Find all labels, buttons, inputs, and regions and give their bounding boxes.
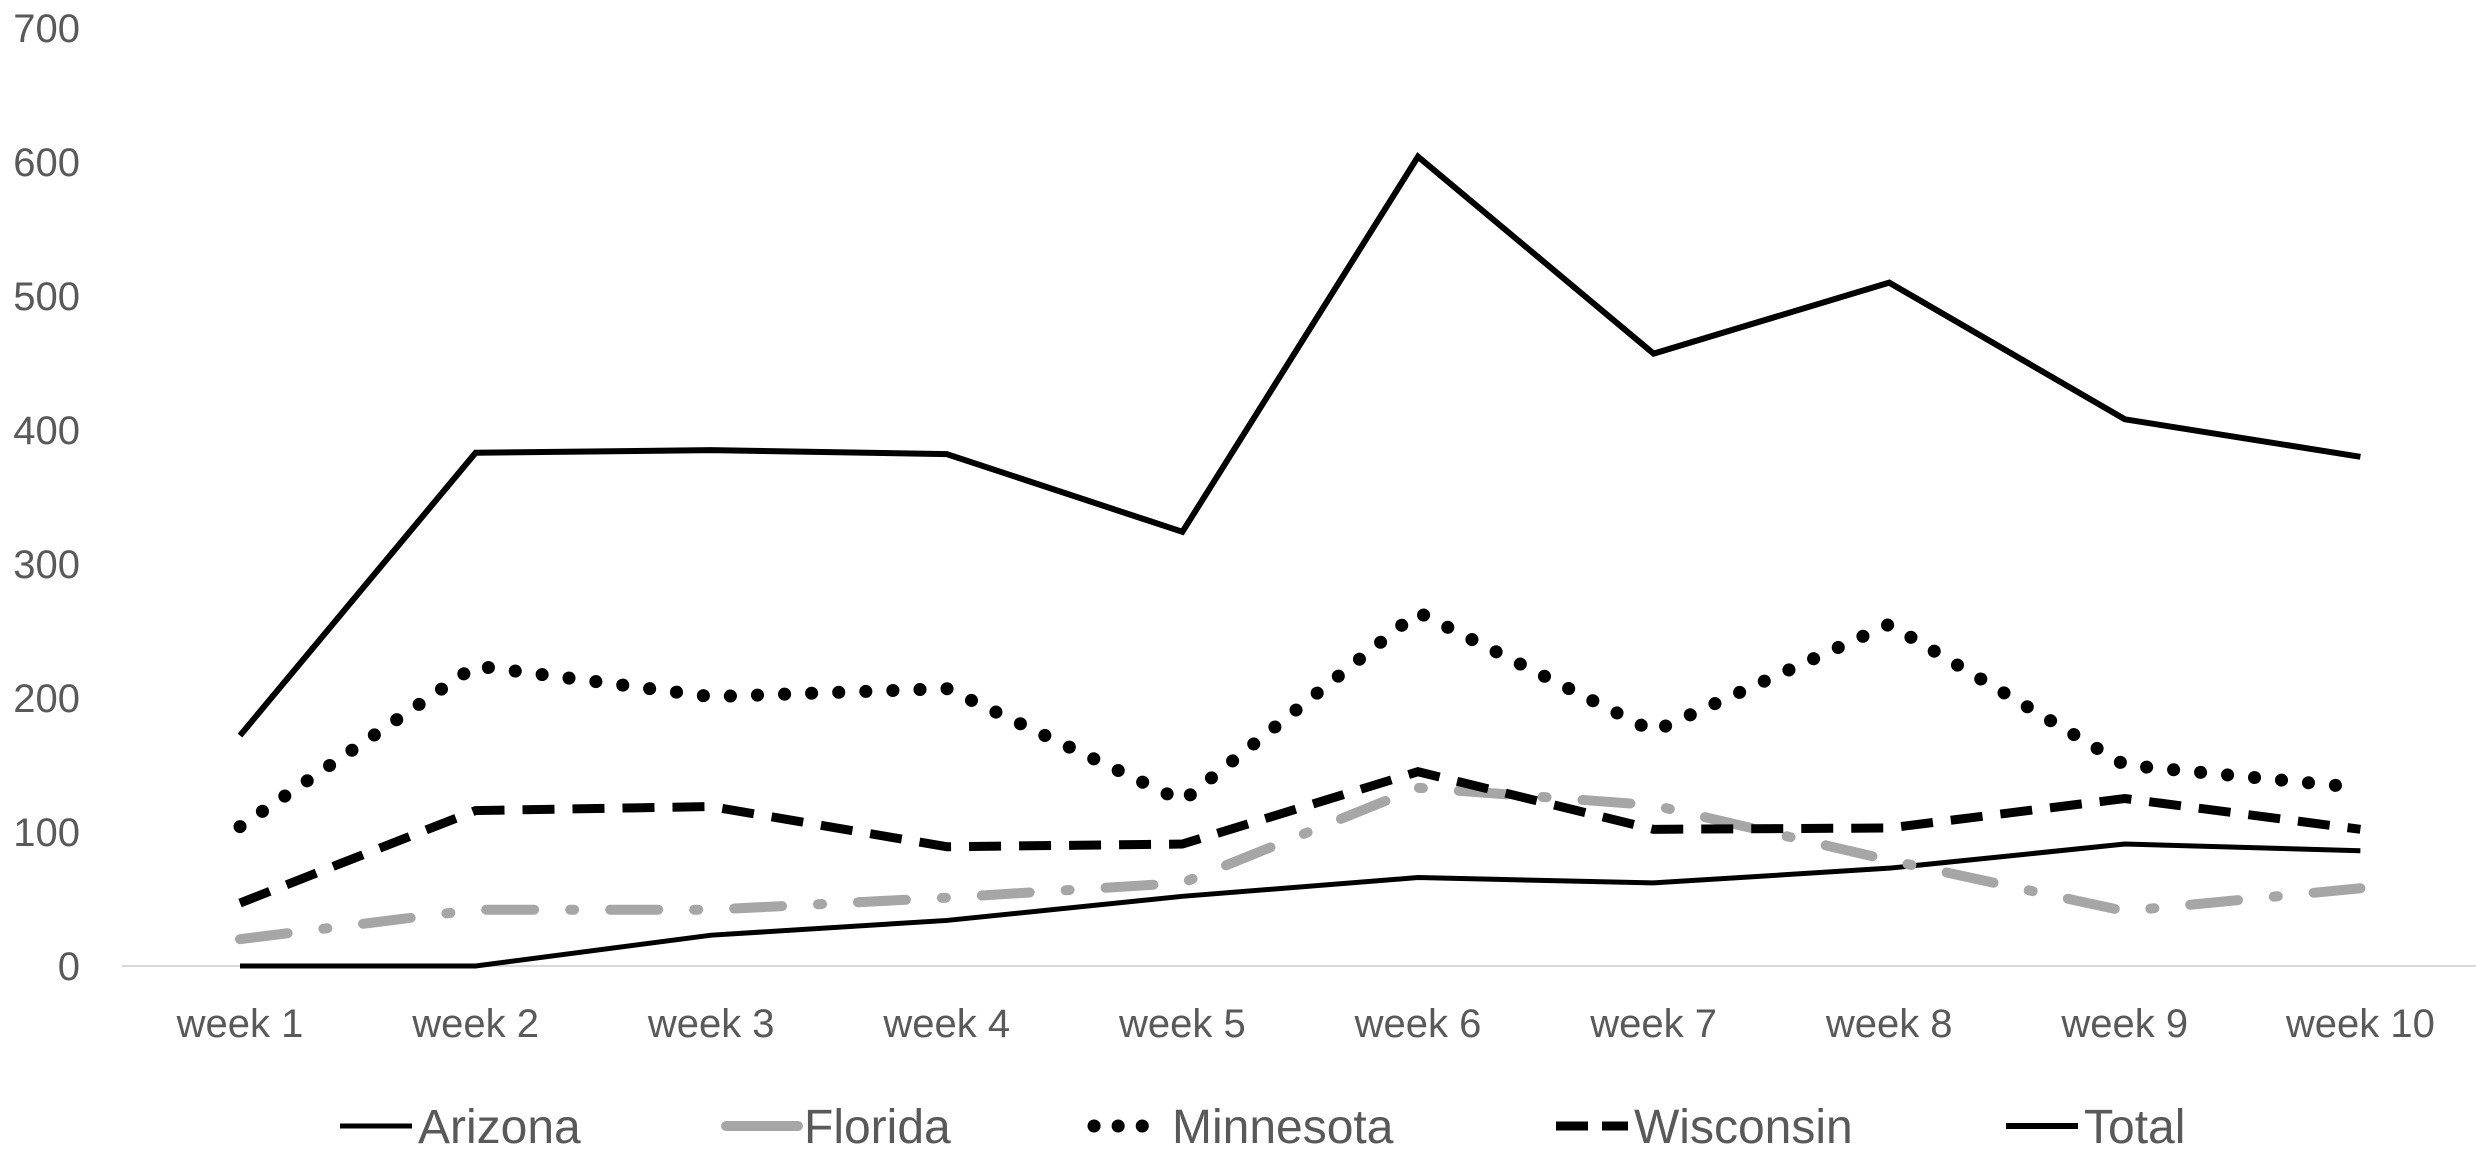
- x-tick-label: week 9: [2060, 1002, 2188, 1046]
- data-point: [1182, 801, 1183, 802]
- data-point: [2124, 911, 2125, 912]
- axis-layer: 0 100 200 300 400 500 600 700 week 1 week 2 week 3…: [13, 7, 2476, 1046]
- data-point: [1653, 805, 1654, 806]
- legend-item-wisconsin: Wisconsin: [1556, 1101, 1853, 1151]
- legend-label: Florida: [804, 1101, 951, 1151]
- legend-item-total: Total: [2006, 1101, 2185, 1151]
- data-point: [711, 696, 712, 697]
- series-line-wisconsin: [238, 767, 2361, 908]
- series-florida: [235, 782, 2366, 945]
- series-line-florida: [235, 782, 2366, 945]
- data-point: [1182, 882, 1183, 883]
- series-arizona: [240, 841, 2361, 969]
- data-point: [2360, 787, 2361, 788]
- y-tick-label: 700: [13, 7, 80, 51]
- series-layer: [233, 152, 2367, 969]
- y-tick-label: 400: [13, 409, 80, 453]
- series-total: [237, 152, 2361, 738]
- x-tick-label: week 8: [1825, 1002, 1953, 1046]
- legend-label: Total: [2084, 1101, 2185, 1151]
- y-tick-label: 100: [13, 811, 80, 855]
- x-tick-label: week 7: [1589, 1002, 1717, 1046]
- legend-item-florida: Florida: [721, 1101, 951, 1151]
- series-minnesota: [233, 604, 2367, 834]
- y-tick-label: 200: [13, 677, 80, 721]
- data-point: [711, 806, 712, 807]
- x-tick-label: week 3: [647, 1002, 775, 1046]
- legend-item-minnesota: Minnesota: [1087, 1101, 1394, 1151]
- x-tick-label: week 10: [2285, 1002, 2435, 1046]
- legend-label: Wisconsin: [1634, 1101, 1853, 1151]
- series-line-total: [237, 152, 2361, 738]
- data-point: [1889, 860, 1890, 861]
- y-tick-label: 300: [13, 543, 80, 587]
- legend-label: Arizona: [418, 1101, 581, 1151]
- data-point: [1653, 731, 1654, 732]
- legend-label: Minnesota: [1172, 1101, 1394, 1151]
- x-tick-label: week 1: [176, 1002, 304, 1046]
- x-tick-label: week 2: [411, 1002, 539, 1046]
- data-point: [475, 665, 476, 666]
- legend-layer: Arizona Florida Minnesota Wisconsin Total: [340, 1101, 2185, 1151]
- series-line-arizona: [240, 841, 2361, 969]
- data-point: [711, 909, 712, 910]
- series-wisconsin: [238, 767, 2361, 908]
- data-point: [1889, 827, 1890, 828]
- y-tick-label: 600: [13, 141, 80, 185]
- x-tick-label: week 4: [882, 1002, 1010, 1046]
- x-tick-label: week 6: [1354, 1002, 1482, 1046]
- legend-item-arizona: Arizona: [340, 1101, 581, 1151]
- series-line-minnesota: [233, 604, 2367, 834]
- data-point: [475, 909, 476, 910]
- y-tick-label: 500: [13, 275, 80, 319]
- y-tick-label: 0: [58, 945, 80, 989]
- x-tick-label: week 5: [1118, 1002, 1246, 1046]
